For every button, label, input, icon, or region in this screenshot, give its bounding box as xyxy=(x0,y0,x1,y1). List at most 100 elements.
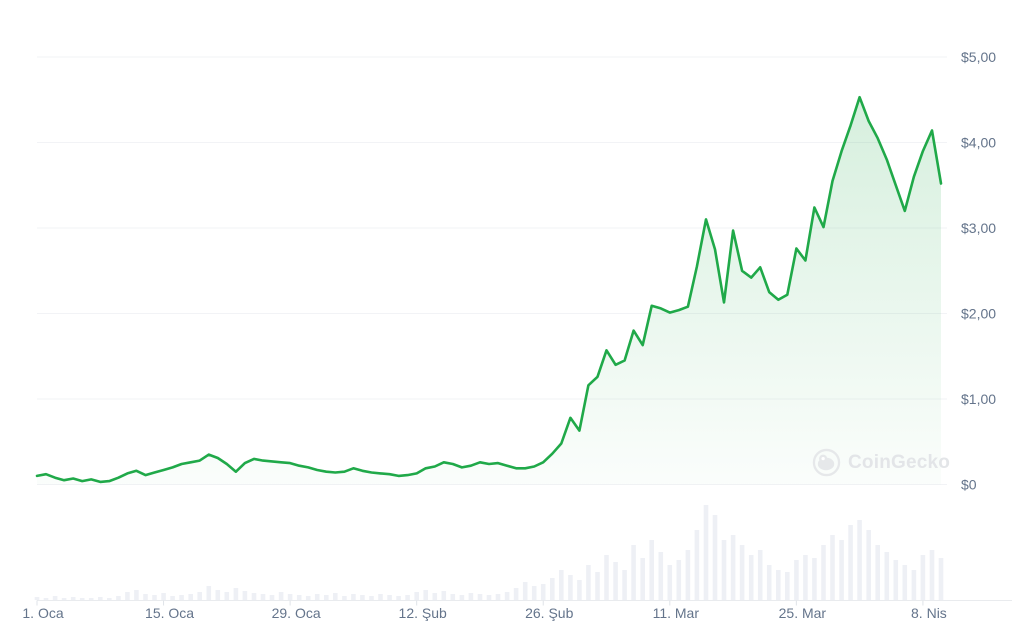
volume-bar xyxy=(423,590,428,600)
volume-bar xyxy=(260,594,266,600)
x-axis-label: 25. Mar xyxy=(779,605,827,621)
volume-bar xyxy=(278,592,284,600)
volume-bar xyxy=(658,552,664,600)
volume-bar xyxy=(378,594,383,600)
volume-bar xyxy=(342,596,347,600)
volume-bar xyxy=(803,555,808,600)
volume-bar xyxy=(468,593,474,600)
volume-bar xyxy=(622,570,627,600)
price-line xyxy=(35,95,943,484)
y-axis-label: $5,00 xyxy=(961,49,996,65)
volume-bar xyxy=(70,597,76,600)
volume-bar xyxy=(559,570,564,600)
volume-bar xyxy=(712,515,718,600)
volume-bar xyxy=(830,535,835,600)
volume-bar xyxy=(179,595,184,600)
volume-bar xyxy=(477,594,483,600)
volume-bar xyxy=(287,594,293,600)
volume-bar xyxy=(324,595,329,600)
volume-bar xyxy=(604,555,609,600)
volume-bar xyxy=(893,560,899,600)
volume-bar xyxy=(242,591,248,600)
volume-bar xyxy=(414,592,419,600)
volume-bar xyxy=(134,590,139,600)
volume-bar xyxy=(929,550,935,600)
x-axis-label: 15. Oca xyxy=(145,605,194,621)
y-axis-label: $1,00 xyxy=(961,391,996,407)
volume-bar xyxy=(224,592,230,600)
volume-bar xyxy=(351,594,356,600)
volume-bar xyxy=(739,545,745,600)
volume-bar xyxy=(730,535,736,600)
volume-bar xyxy=(595,572,600,600)
volume-bar xyxy=(694,530,700,600)
volume-bar xyxy=(52,596,58,600)
x-axis-label: 29. Oca xyxy=(272,605,321,621)
volume-bar xyxy=(251,593,257,600)
volume-bar xyxy=(79,598,85,600)
volume-bar xyxy=(197,592,202,600)
volume-bar xyxy=(125,592,130,600)
volume-bar xyxy=(296,595,302,600)
y-axis-label: $2,00 xyxy=(961,306,996,322)
x-axis-label: 8. Nis xyxy=(911,605,947,621)
volume-bar xyxy=(495,594,501,600)
x-axis-labels: 1. Oca 15. Oca 29. Oca 12. Şub 26. Şub 11. Ma… xyxy=(22,605,946,621)
volume-bar xyxy=(911,570,917,600)
volume-bar xyxy=(938,558,944,600)
volume-bar xyxy=(631,545,636,600)
volume-bar xyxy=(188,594,193,600)
volume-bar xyxy=(161,593,166,600)
volume-bar xyxy=(88,598,94,600)
y-axis-labels: $5,00 $4,00 $3,00 $2,00 $1,00 $0 xyxy=(961,49,996,493)
volume-bar xyxy=(640,558,645,600)
volume-bar xyxy=(34,597,40,600)
volume-bar xyxy=(776,570,781,600)
y-axis-label: $4,00 xyxy=(961,135,996,151)
volume-bar xyxy=(387,595,392,600)
volume-bar xyxy=(405,595,410,600)
volume-bar xyxy=(432,593,438,600)
volume-bar xyxy=(875,545,880,600)
volume-bar xyxy=(550,578,555,600)
volume-bar xyxy=(486,595,492,600)
volume-bar xyxy=(98,597,103,600)
volume-bar xyxy=(757,550,763,600)
volume-bar xyxy=(766,565,772,600)
price-area-fill xyxy=(37,97,941,485)
volume-bar xyxy=(459,595,465,600)
volume-bar xyxy=(884,552,890,600)
y-axis-label: $3,00 xyxy=(961,220,996,236)
volume-bar xyxy=(721,540,727,600)
volume-bar xyxy=(577,580,582,600)
volume-bar xyxy=(61,598,67,600)
volume-bar xyxy=(107,598,112,600)
y-axis-label: $0 xyxy=(961,477,977,493)
x-axis-label: 1. Oca xyxy=(22,605,63,621)
volume-bar xyxy=(441,591,447,600)
volume-bar xyxy=(513,588,519,600)
volume-bar xyxy=(703,505,709,600)
volume-bar xyxy=(305,596,311,600)
volume-bar xyxy=(540,584,546,600)
volume-bar xyxy=(568,575,573,600)
volume-bar xyxy=(314,594,320,600)
volume-bar xyxy=(116,596,121,600)
volume-bar xyxy=(450,594,456,600)
volume-bar xyxy=(902,565,908,600)
volume-bar xyxy=(43,598,49,600)
volume-bars xyxy=(34,505,944,600)
volume-bar xyxy=(848,525,853,600)
volume-bar xyxy=(857,520,862,600)
volume-bar xyxy=(748,555,754,600)
volume-bar xyxy=(920,555,926,600)
volume-bar xyxy=(522,582,528,600)
volume-bar xyxy=(812,558,817,600)
volume-bar xyxy=(360,595,365,600)
volume-bar xyxy=(504,592,510,600)
volume-bar xyxy=(586,565,591,600)
volume-bar xyxy=(676,560,682,600)
volume-bar xyxy=(170,596,175,600)
